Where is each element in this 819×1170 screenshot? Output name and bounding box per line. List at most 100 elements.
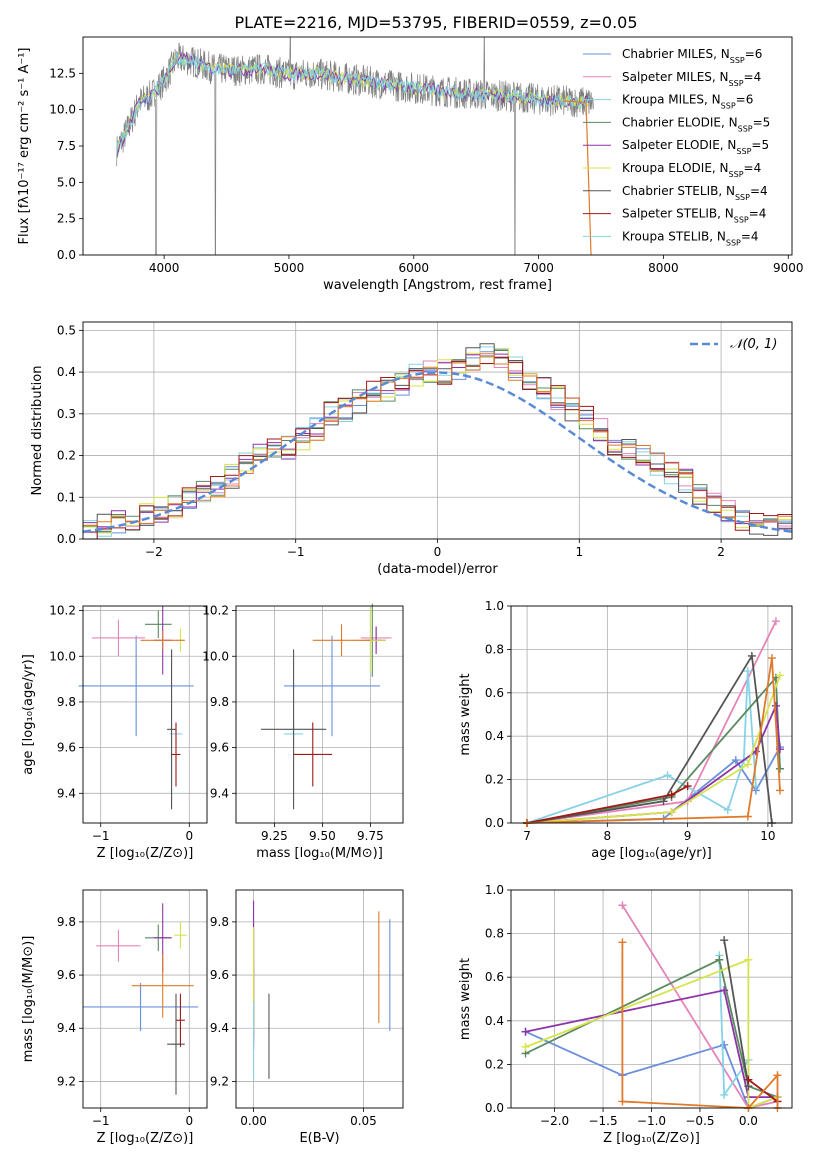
y-tick-label: 0.1 (57, 490, 76, 504)
y-tick-label: 0.5 (57, 323, 76, 337)
plot-frame (82, 889, 208, 1109)
x-tick-label: 9.50 (309, 829, 336, 843)
plot-frame (510, 889, 793, 1109)
data-point-marker (767, 654, 776, 663)
x-axis-label: Z [log₁₀(Z/Z⊙)] (97, 1131, 194, 1146)
residual-histogram-step (83, 353, 792, 526)
data-point-marker (663, 771, 672, 780)
y-tick-label: 9.4 (210, 1021, 229, 1035)
x-tick-label: 8 (604, 829, 612, 843)
x-tick-label: −1.0 (637, 1114, 666, 1128)
mass-weight-line (527, 657, 781, 824)
mass-weight-vs-age-panel: 7 8 9 10 0.0 0.2 0.4 0.6 0.8 1.0 age [log₁₀(age/yr… (458, 599, 793, 861)
plot-frame (510, 605, 793, 824)
mass-weight-line (526, 653, 773, 824)
y-tick-label: 0.4 (485, 1014, 504, 1028)
legend-entry: Salpeter STELIB, NSSP=4 (622, 207, 766, 225)
residual-panel: −2 −1 0 1 2 0.0 0.1 0.2 0.3 0.4 0.5 (data-model)/er… (30, 321, 793, 577)
data-point-marker (771, 701, 780, 710)
x-tick-label: 0.0 (739, 1114, 758, 1128)
x-tick-label: 0 (185, 1114, 193, 1128)
x-tick-label: 10 (760, 829, 775, 843)
x-axis-label: E(B-V) (299, 1131, 339, 1146)
data-point-marker (720, 1090, 729, 1099)
model-spectrum-edge-line (563, 100, 592, 256)
x-axis-label: Z [log₁₀(Z/Z⊙)] (603, 1131, 700, 1146)
data-point-marker (743, 667, 752, 676)
data-point-marker (775, 786, 784, 795)
data-point-marker (720, 986, 729, 995)
x-axis-label: age [log₁₀(age/yr)] (591, 846, 712, 861)
y-tick-label: 5.0 (57, 175, 76, 189)
x-tick-label: 7 (523, 829, 531, 843)
legend-entry: Kroupa ELODIE, NSSP=4 (622, 161, 761, 179)
legend-entry: Kroupa MILES, NSSP=6 (622, 93, 753, 111)
model-spectrum-line (116, 52, 589, 154)
x-tick-label: 8000 (648, 261, 679, 275)
legend-entry: Chabrier STELIB, NSSP=4 (622, 184, 768, 202)
x-tick-label: 0 (185, 829, 193, 843)
y-tick-label: 0.0 (485, 1101, 504, 1115)
y-tick-label: 9.8 (57, 695, 76, 709)
y-tick-label: 10.0 (202, 649, 229, 663)
y-tick-label: 9.6 (210, 968, 229, 982)
y-tick-label: 9.8 (210, 695, 229, 709)
mass-weight-line (526, 671, 757, 824)
mass-weight-line (527, 746, 781, 824)
data-point-marker (618, 901, 627, 910)
y-tick-label: 9.6 (210, 741, 229, 755)
data-point-marker (744, 955, 753, 964)
age-vs-mass-panel: 9.25 9.50 9.75 9.4 9.6 9.8 10.0 10.2 mass [log₁₀… (202, 604, 404, 861)
mass-vs-z-panel: −1 0 9.2 9.4 9.6 9.8 Z [log₁₀(Z/Z⊙)] mass [log₁… (21, 889, 208, 1146)
data-point-marker (720, 1040, 729, 1049)
x-axis-label: (data-model)/error (377, 562, 498, 577)
data-point-marker (723, 805, 732, 814)
x-tick-label: 4000 (149, 261, 180, 275)
y-tick-label: 0.2 (485, 1057, 504, 1071)
y-tick-label: 0.6 (485, 686, 504, 700)
x-tick-label: 0.00 (240, 1114, 267, 1128)
observed-spectrum-line (116, 36, 594, 256)
x-tick-label: 7000 (523, 261, 554, 275)
data-point-marker (715, 955, 724, 964)
y-axis-label: mass weight (458, 958, 473, 1040)
x-tick-label: 9 (684, 829, 692, 843)
y-tick-label: 10.2 (202, 604, 229, 618)
mass-weight-line (525, 958, 778, 1110)
data-point-marker (683, 782, 692, 791)
y-tick-label: 9.6 (57, 741, 76, 755)
data-point-marker (659, 797, 668, 806)
legend-entry: 𝒩(0, 1) (730, 337, 777, 352)
normal-distribution-curve (82, 371, 793, 533)
y-tick-label: 0.6 (485, 970, 504, 984)
data-point-marker (521, 1027, 530, 1036)
spectrum-panel: 4000 5000 6000 7000 8000 9000 0.0 2.5 5.0 7.5 10.0… (17, 36, 804, 293)
data-point-marker (667, 808, 676, 817)
y-tick-label: 0.0 (485, 816, 504, 830)
legend-entry: Salpeter ELODIE, NSSP=5 (622, 138, 769, 156)
x-axis-label: mass [log₁₀(M/M⊙)] (256, 846, 383, 861)
plot-frame (82, 605, 208, 824)
x-tick-label: −1 (92, 829, 110, 843)
data-point-marker (771, 617, 780, 626)
x-tick-label: 9.75 (357, 829, 384, 843)
x-tick-label: −2.0 (540, 1114, 569, 1128)
data-point-marker (775, 764, 784, 773)
x-tick-label: 6000 (399, 261, 430, 275)
x-tick-label: 2 (717, 545, 725, 559)
x-tick-label: −1 (92, 1114, 110, 1128)
mass-weight-line (526, 675, 781, 824)
x-tick-label: −1 (287, 545, 305, 559)
x-tick-label: −0.5 (685, 1114, 714, 1128)
x-tick-label: 1 (575, 545, 583, 559)
y-tick-label: 0.0 (57, 532, 76, 546)
plot-frame (235, 605, 404, 824)
y-tick-label: 10.0 (49, 649, 76, 663)
figure-title: PLATE=2216, MJD=53795, FIBERID=0559, z=0… (234, 13, 637, 32)
age-vs-z-panel: −1 0 9.4 9.6 9.8 10.0 10.2 Z [log₁₀(Z/Z⊙)] age [… (21, 604, 208, 861)
plot-frame (82, 36, 793, 256)
y-tick-label: 0.0 (57, 248, 76, 262)
y-tick-label: 9.4 (57, 1021, 76, 1035)
y-tick-label: 9.8 (57, 915, 76, 929)
